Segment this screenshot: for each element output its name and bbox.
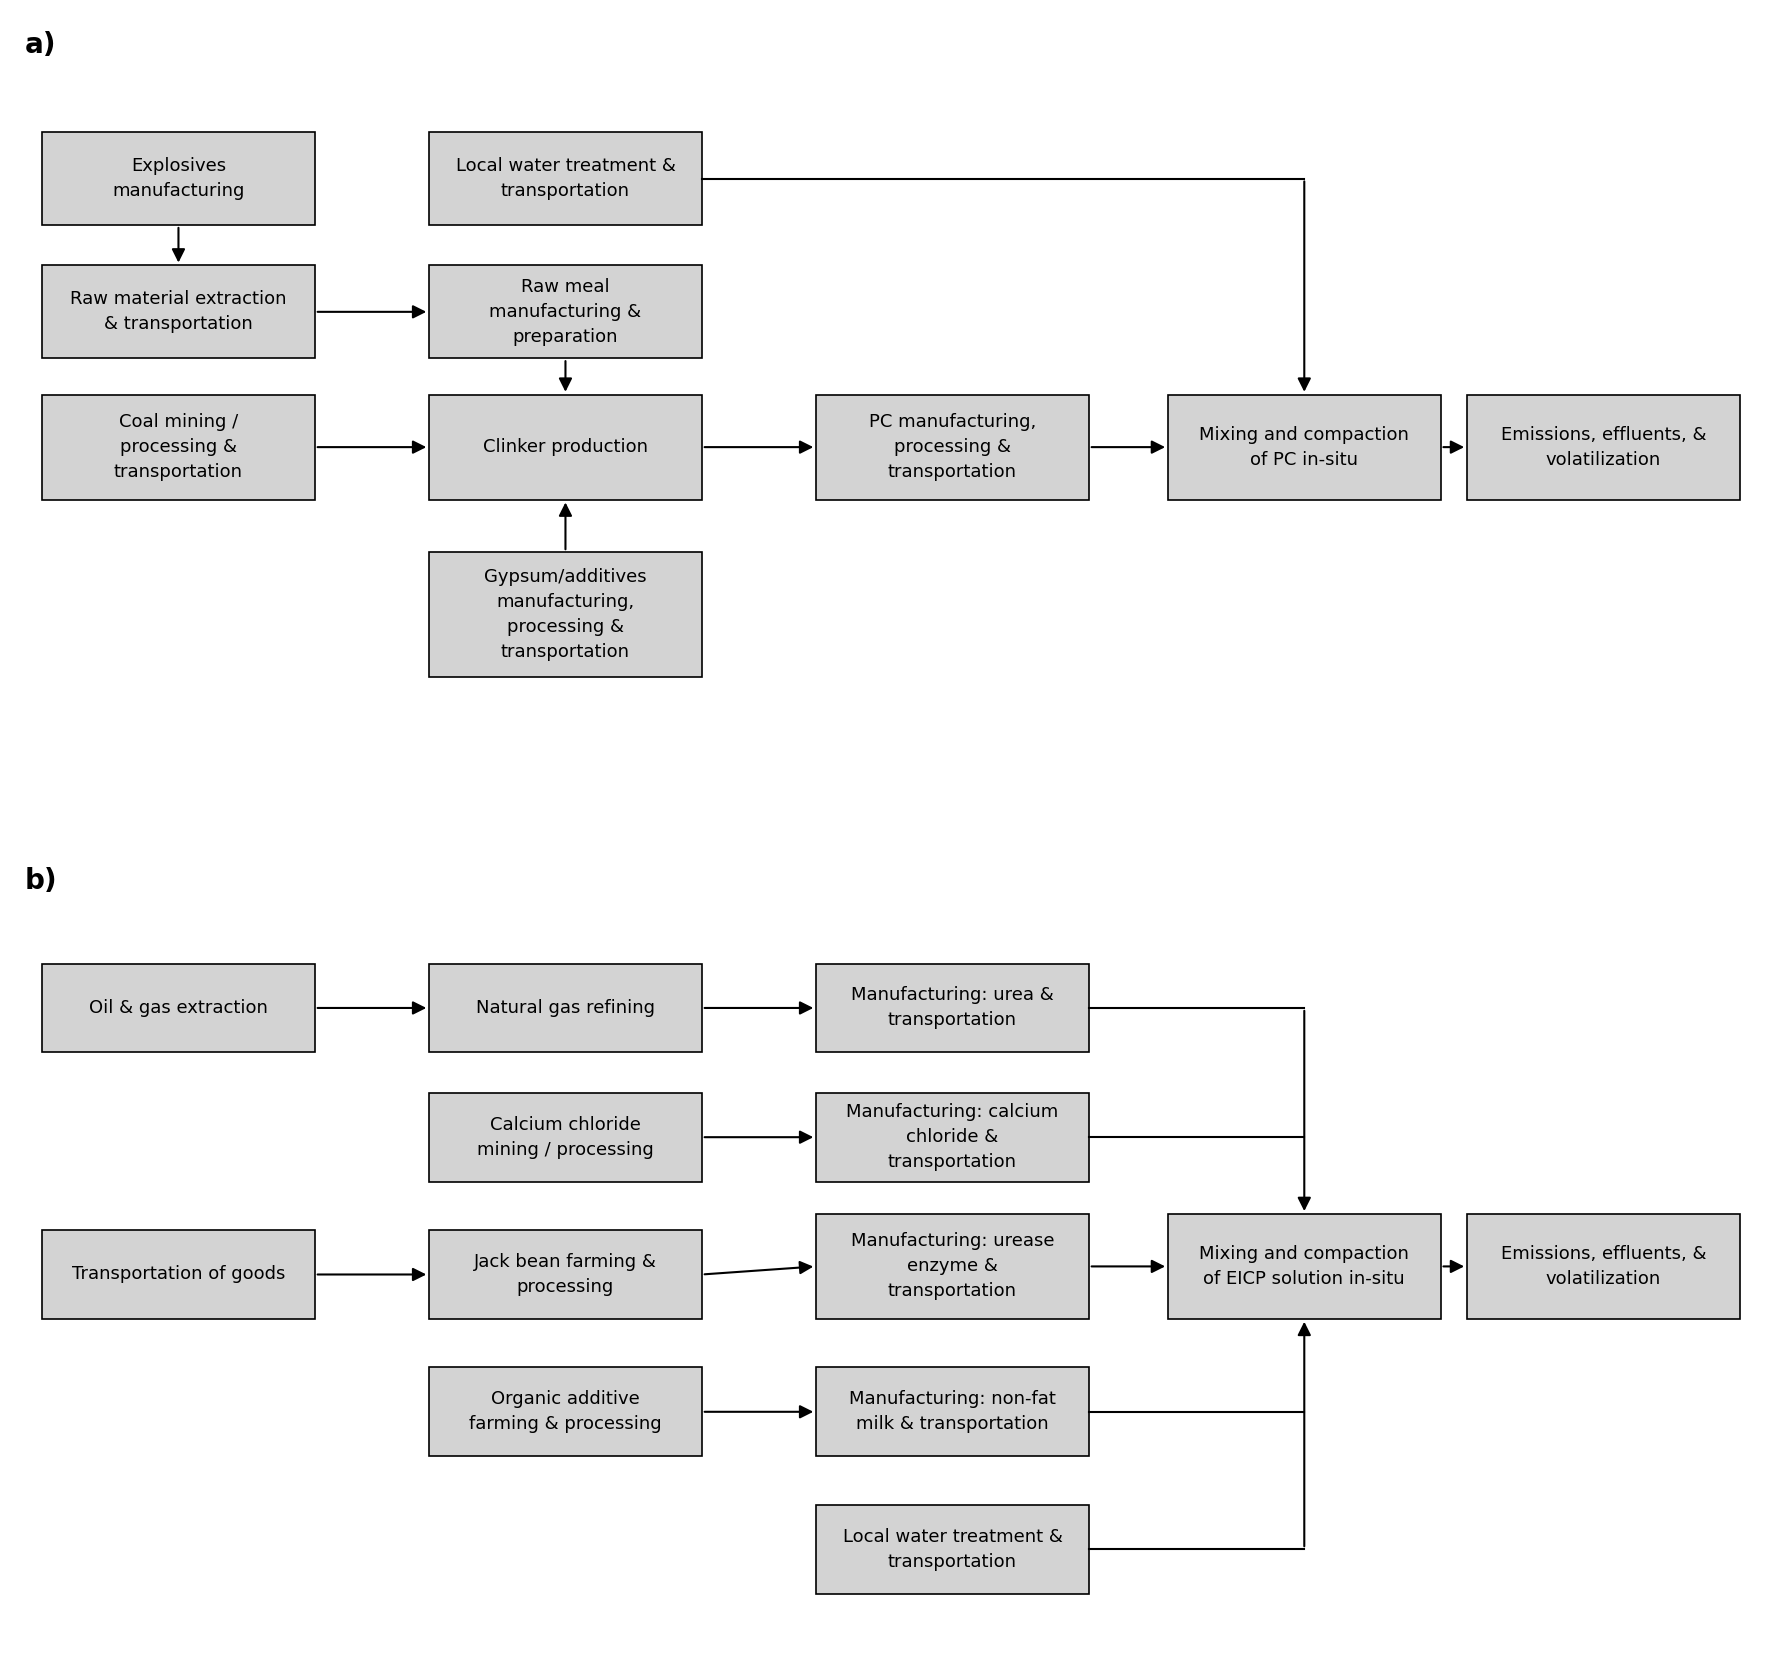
FancyBboxPatch shape <box>1168 1215 1441 1319</box>
Text: Gypsum/additives
manufacturing,
processing &
transportation: Gypsum/additives manufacturing, processi… <box>484 568 647 661</box>
FancyBboxPatch shape <box>816 1367 1089 1457</box>
FancyBboxPatch shape <box>1168 394 1441 500</box>
FancyBboxPatch shape <box>43 963 316 1052</box>
FancyBboxPatch shape <box>816 394 1089 500</box>
Text: Calcium chloride
mining / processing: Calcium chloride mining / processing <box>477 1115 654 1158</box>
FancyBboxPatch shape <box>429 1229 702 1319</box>
Text: Manufacturing: urease
enzyme &
transportation: Manufacturing: urease enzyme & transport… <box>851 1233 1055 1301</box>
Text: Oil & gas extraction: Oil & gas extraction <box>89 999 268 1017</box>
FancyBboxPatch shape <box>429 552 702 678</box>
FancyBboxPatch shape <box>429 394 702 500</box>
Text: Natural gas refining: Natural gas refining <box>475 999 654 1017</box>
Text: b): b) <box>25 867 57 895</box>
FancyBboxPatch shape <box>429 133 702 225</box>
Text: PC manufacturing,
processing &
transportation: PC manufacturing, processing & transport… <box>869 413 1035 481</box>
Text: Local water treatment &
transportation: Local water treatment & transportation <box>456 157 676 200</box>
FancyBboxPatch shape <box>429 265 702 358</box>
FancyBboxPatch shape <box>429 1092 702 1181</box>
Text: Raw meal
manufacturing &
preparation: Raw meal manufacturing & preparation <box>489 278 642 346</box>
Text: Raw material extraction
& transportation: Raw material extraction & transportation <box>71 290 287 333</box>
Text: Explosives
manufacturing: Explosives manufacturing <box>112 157 245 200</box>
Text: Jack bean farming &
processing: Jack bean farming & processing <box>473 1253 658 1296</box>
FancyBboxPatch shape <box>429 1367 702 1457</box>
FancyBboxPatch shape <box>43 265 316 358</box>
Text: Organic additive
farming & processing: Organic additive farming & processing <box>470 1390 661 1433</box>
FancyBboxPatch shape <box>816 963 1089 1052</box>
Text: Coal mining /
processing &
transportation: Coal mining / processing & transportatio… <box>113 413 243 481</box>
FancyBboxPatch shape <box>43 394 316 500</box>
FancyBboxPatch shape <box>43 133 316 225</box>
FancyBboxPatch shape <box>43 1229 316 1319</box>
FancyBboxPatch shape <box>1466 1215 1739 1319</box>
Text: Clinker production: Clinker production <box>482 437 647 456</box>
Text: Mixing and compaction
of PC in-situ: Mixing and compaction of PC in-situ <box>1199 426 1410 469</box>
Text: a): a) <box>25 31 57 60</box>
Text: Mixing and compaction
of EICP solution in-situ: Mixing and compaction of EICP solution i… <box>1199 1244 1410 1287</box>
FancyBboxPatch shape <box>816 1092 1089 1181</box>
FancyBboxPatch shape <box>429 963 702 1052</box>
Text: Manufacturing: calcium
chloride &
transportation: Manufacturing: calcium chloride & transp… <box>846 1104 1058 1171</box>
Text: Manufacturing: urea &
transportation: Manufacturing: urea & transportation <box>851 986 1053 1029</box>
FancyBboxPatch shape <box>1466 394 1739 500</box>
Text: Emissions, effluents, &
volatilization: Emissions, effluents, & volatilization <box>1500 426 1706 469</box>
FancyBboxPatch shape <box>816 1215 1089 1319</box>
Text: Local water treatment &
transportation: Local water treatment & transportation <box>842 1528 1062 1571</box>
Text: Manufacturing: non-fat
milk & transportation: Manufacturing: non-fat milk & transporta… <box>849 1390 1057 1433</box>
FancyBboxPatch shape <box>816 1505 1089 1594</box>
Text: Transportation of goods: Transportation of goods <box>71 1266 285 1284</box>
Text: Emissions, effluents, &
volatilization: Emissions, effluents, & volatilization <box>1500 1244 1706 1287</box>
